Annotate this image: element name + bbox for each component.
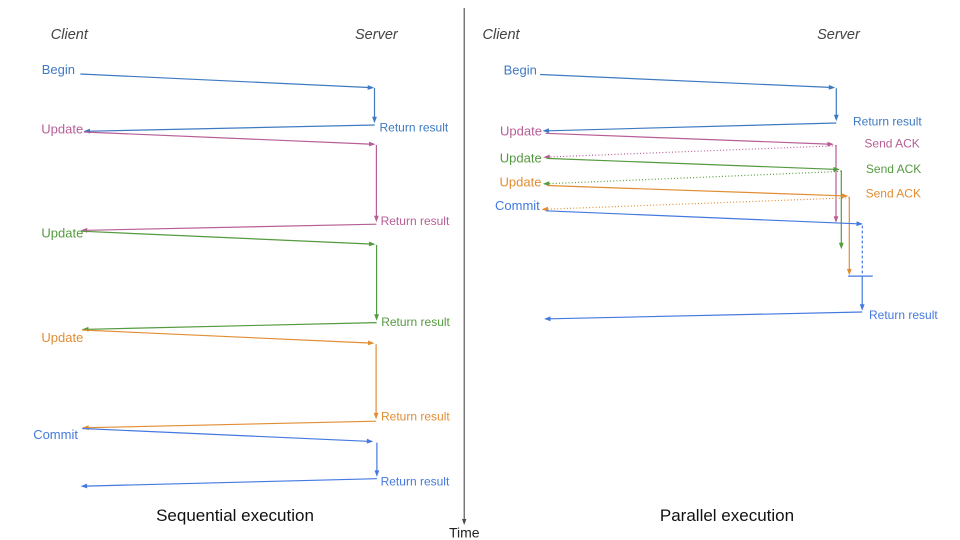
svg-text:Update: Update [41, 122, 83, 137]
svg-text:Return result: Return result [380, 121, 449, 135]
svg-text:Return result: Return result [869, 308, 938, 322]
svg-text:Parallel execution: Parallel execution [660, 506, 794, 525]
svg-text:Update: Update [41, 225, 83, 240]
svg-text:Update: Update [41, 330, 83, 345]
svg-text:Begin: Begin [504, 62, 537, 77]
svg-text:Return result: Return result [381, 214, 450, 228]
svg-text:Update: Update [500, 175, 542, 190]
svg-text:Server: Server [355, 27, 399, 43]
svg-text:Send ACK: Send ACK [864, 137, 919, 151]
svg-text:Return result: Return result [381, 315, 450, 329]
svg-text:Send ACK: Send ACK [866, 162, 921, 176]
svg-text:Commit: Commit [495, 198, 540, 213]
svg-text:Server: Server [817, 27, 861, 43]
svg-text:Return result: Return result [381, 475, 450, 489]
svg-text:Client: Client [51, 27, 89, 43]
svg-text:Return result: Return result [381, 410, 450, 424]
svg-text:Sequential execution: Sequential execution [156, 506, 314, 525]
svg-text:Send ACK: Send ACK [866, 187, 921, 201]
svg-text:Commit: Commit [33, 427, 78, 442]
svg-text:Client: Client [483, 27, 521, 43]
svg-text:Update: Update [500, 150, 542, 165]
svg-text:Return result: Return result [853, 115, 922, 129]
svg-text:Update: Update [500, 123, 542, 138]
svg-text:Time: Time [449, 525, 480, 540]
svg-text:Begin: Begin [42, 62, 75, 77]
